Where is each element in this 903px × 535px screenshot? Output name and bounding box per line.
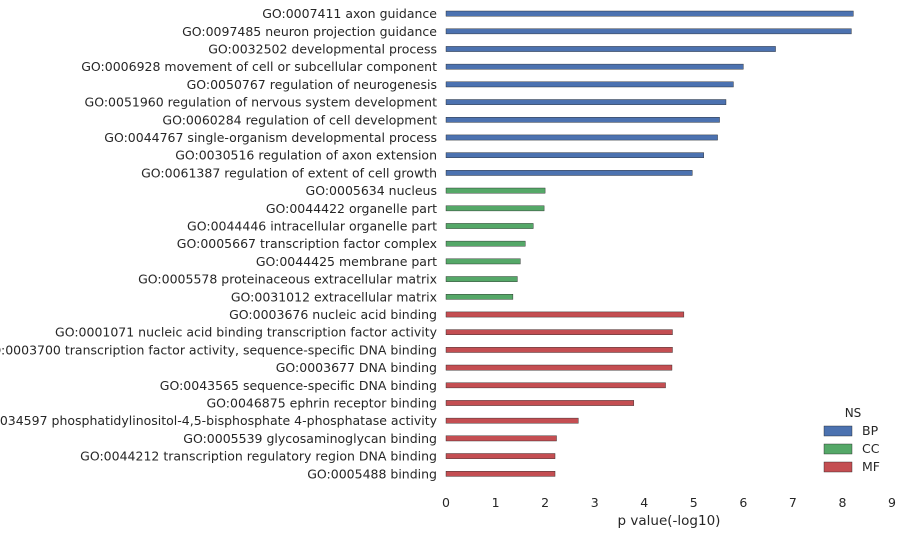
x-tick-label: 4 [640, 495, 648, 510]
bar-bp-3 [445, 63, 744, 70]
x-tick-label: 8 [838, 495, 846, 510]
bar-bp-9 [445, 170, 693, 176]
bar-bp-2 [445, 46, 776, 52]
bar-mf-26 [445, 471, 556, 477]
category-label: GO:0044767 single-organism developmental… [104, 130, 437, 145]
bar-bp-4 [445, 81, 734, 88]
bar-cc-12 [445, 223, 534, 229]
x-tick-label: 1 [492, 495, 500, 510]
legend-swatch-mf [823, 461, 853, 473]
bar-cc-15 [445, 276, 518, 282]
category-label: GO:0097485 neuron projection guidance [182, 24, 437, 39]
legend-title: NS [845, 406, 862, 420]
category-label: GO:0046875 ephrin receptor binding [206, 396, 437, 411]
x-tick-label: 7 [789, 495, 797, 510]
category-label: GO:0030516 regulation of axon extension [175, 148, 437, 163]
category-label: GO:0003700 transcription factor activity… [0, 342, 437, 357]
bar-mf-24 [445, 435, 557, 442]
category-label: GO:0043565 sequence-specific DNA binding [160, 378, 437, 393]
category-label: GO:0044422 organelle part [266, 201, 437, 216]
bar-mf-22 [445, 400, 635, 406]
bar-cc-14 [445, 258, 521, 265]
category-label: GO:0032502 developmental process [208, 42, 437, 57]
legend-swatch-bp [823, 425, 853, 437]
bar-cc-13 [445, 240, 526, 247]
legend-label-cc: CC [862, 441, 880, 456]
bar-mf-23 [445, 417, 579, 424]
category-label: GO:0050767 regulation of neurogenesis [187, 77, 437, 92]
legend-label-mf: MF [862, 459, 880, 474]
category-label: GO:0001071 nucleic acid binding transcri… [55, 325, 438, 340]
bar-cc-10 [445, 187, 546, 194]
category-label: GO:0005539 glycosaminoglycan binding [183, 431, 437, 446]
bar-mf-21 [445, 382, 666, 389]
x-tick-label: 9 [888, 495, 896, 510]
x-axis-ticks-group: 0 1 2 3 4 5 6 7 8 9 [442, 495, 896, 510]
legend-swatch-cc [823, 443, 853, 455]
bar-bp-6 [445, 116, 720, 123]
bar-cc-11 [445, 205, 545, 212]
bar-mf-19 [445, 347, 673, 353]
x-tick-label: 0 [442, 495, 450, 510]
category-label: GO:0003677 DNA binding [276, 360, 437, 375]
x-tick-label: 5 [690, 495, 698, 510]
bar-bp-5 [445, 99, 727, 105]
bar-bp-0 [445, 10, 854, 17]
category-label: GO:0060284 regulation of cell developmen… [162, 112, 437, 127]
x-tick-label: 2 [541, 495, 549, 510]
category-label: GO:0005667 transcription factor complex [177, 236, 437, 251]
bar-bp-1 [445, 28, 852, 35]
category-labels-group: GO:0007411 axon guidance GO:0097485 neuro… [0, 6, 438, 481]
category-label: GO:0005488 binding [307, 466, 437, 481]
bar-mf-25 [445, 453, 556, 459]
bars-group [445, 10, 854, 477]
x-tick-label: 3 [591, 495, 599, 510]
bar-mf-18 [445, 329, 673, 336]
legend: NS BP CC MF [823, 406, 880, 474]
category-label: GO:0007411 axon guidance [262, 6, 437, 21]
category-label: GO:0061387 regulation of extent of cell … [141, 165, 437, 180]
category-label: GO:0044446 intracellular organelle part [187, 219, 437, 234]
bar-bp-8 [445, 152, 704, 159]
x-axis-label: p value(-log10) [618, 513, 721, 529]
category-label: GO:0044212 transcription regulatory regi… [80, 449, 437, 464]
legend-items-group: BP CC MF [823, 423, 880, 474]
category-label: GO:0034597 phosphatidylinositol-4,5-bisp… [0, 413, 438, 428]
category-label: GO:0003676 nucleic acid binding [229, 307, 437, 322]
bar-mf-20 [445, 364, 673, 371]
bar-mf-17 [445, 311, 685, 318]
bar-bp-7 [445, 134, 718, 141]
x-tick-label: 6 [739, 495, 747, 510]
bar-cc-16 [445, 294, 514, 300]
category-label: GO:0031012 extracellular matrix [231, 289, 437, 304]
legend-label-bp: BP [862, 423, 879, 438]
category-label: GO:0005634 nucleus [306, 183, 437, 198]
category-label: GO:0051960 regulation of nervous system … [85, 95, 438, 110]
category-label: GO:0006928 movement of cell or subcellul… [81, 59, 437, 74]
category-label: GO:0005578 proteinaceous extracellular m… [138, 272, 437, 287]
category-label: GO:0044425 membrane part [256, 254, 437, 269]
